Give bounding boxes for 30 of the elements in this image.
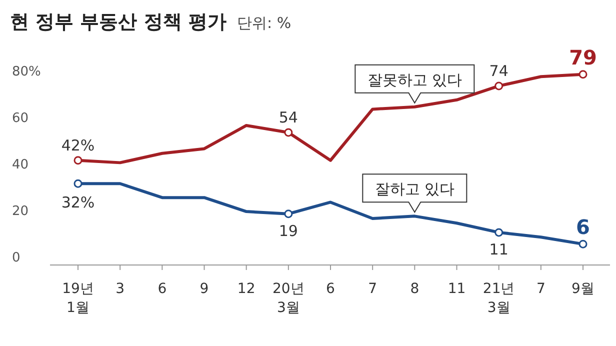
data-label: 11 (489, 240, 508, 258)
data-label: 54 (278, 108, 298, 126)
chart-title: 현 정부 부동산 정책 평가 (10, 11, 226, 33)
data-label: 74 (489, 62, 508, 80)
x-tick-label: 19년 1월 (62, 281, 94, 316)
x-tick-label: 6 (326, 281, 336, 297)
series-label: 잘하고 있다 (374, 180, 455, 198)
chart-subtitle: 단위: % (237, 14, 292, 32)
x-tick-label: 8 (410, 281, 420, 297)
x-tick-label: 6 (158, 281, 167, 297)
data-label: 32% (61, 194, 95, 212)
x-tick-label: 9월 (572, 281, 594, 297)
data-label: 79 (569, 45, 597, 70)
y-tick-label: 0 (12, 250, 20, 266)
y-tick-label: 40 (12, 158, 29, 173)
x-tick-label: 7 (368, 281, 378, 297)
y-tick-label: 60 (12, 111, 29, 126)
x-tick-label: 9 (200, 281, 209, 297)
x-tick-label: 12 (237, 281, 256, 297)
data-label: 6 (576, 215, 590, 240)
y-tick-label: 80% (12, 64, 41, 80)
series-label: 잘못하고 있다 (367, 70, 462, 89)
x-tick-label: 21년 3월 (482, 281, 515, 316)
y-tick-label: 20 (12, 204, 29, 220)
data-label: 19 (278, 222, 298, 240)
x-tick-label: 11 (448, 281, 466, 297)
data-label: 42% (61, 136, 95, 154)
x-tick-label: 7 (536, 281, 546, 297)
x-tick-label: 3 (116, 281, 125, 297)
x-tick-label: 20년 3월 (272, 281, 304, 316)
